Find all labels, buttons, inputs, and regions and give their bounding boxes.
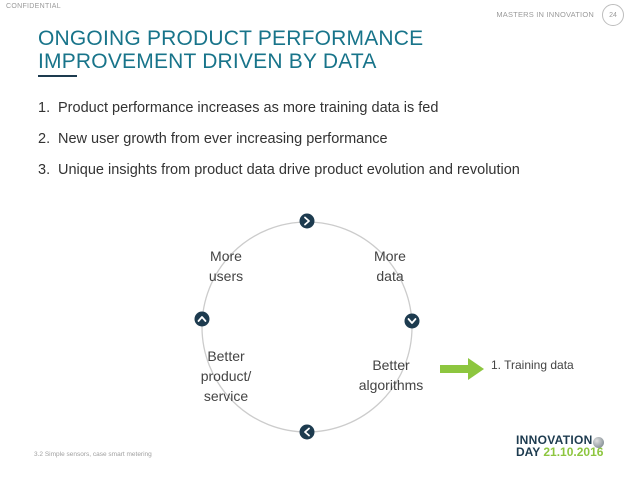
title-line-2: IMPROVEMENT DRIVEN BY DATA bbox=[38, 50, 377, 73]
page-number: 24 bbox=[602, 4, 624, 26]
bullet-list: 1. Product performance increases as more … bbox=[38, 98, 520, 191]
chevron-right-icon bbox=[299, 213, 315, 229]
footnote: 3.2 Simple sensors, case smart metering bbox=[34, 451, 152, 458]
node-line: users bbox=[208, 268, 244, 284]
bullet-text: New user growth from ever increasing per… bbox=[58, 131, 388, 147]
node-line: More bbox=[374, 248, 406, 264]
bullet-item: 1. Product performance increases as more … bbox=[38, 98, 520, 129]
chevron-down-icon bbox=[404, 313, 420, 329]
node-better-algorithms: Better algorithms bbox=[348, 355, 434, 395]
confidential-label: CONFIDENTIAL bbox=[6, 3, 61, 10]
node-line: More bbox=[210, 248, 242, 264]
node-line: Better bbox=[207, 348, 245, 364]
node-line: data bbox=[376, 268, 404, 284]
slide-title: ONGOING PRODUCT PERFORMANCE IMPROVEMENT … bbox=[38, 27, 423, 73]
node-line: product/ bbox=[200, 368, 252, 384]
chevron-left-icon bbox=[299, 424, 315, 440]
node-better-product: Better product/ service bbox=[188, 346, 264, 406]
title-line-1: ONGOING PRODUCT PERFORMANCE bbox=[38, 27, 424, 50]
title-underline bbox=[38, 75, 77, 77]
green-arrow-icon bbox=[440, 358, 484, 380]
node-line: service bbox=[203, 388, 249, 404]
chevron-up-icon bbox=[194, 311, 210, 327]
training-data-label: 1. Training data bbox=[491, 358, 574, 372]
node-more-data: More data bbox=[356, 246, 424, 286]
node-more-users: More users bbox=[192, 246, 260, 286]
node-line: Better bbox=[372, 357, 410, 373]
bullet-text: Unique insights from product data drive … bbox=[58, 162, 520, 178]
bullet-item: 3. Unique insights from product data driv… bbox=[38, 160, 520, 191]
brand-label: MASTERS IN INNOVATION bbox=[496, 10, 594, 19]
logo-globe-icon bbox=[593, 437, 604, 448]
bullet-number: 2. bbox=[38, 131, 51, 147]
logo-line-1: INNOVATION bbox=[516, 433, 593, 447]
logo-line-2: DAY 21.10.2016 bbox=[516, 446, 603, 458]
bullet-item: 2. New user growth from ever increasing p… bbox=[38, 129, 520, 160]
logo-day: DAY bbox=[516, 445, 541, 459]
bullet-number: 3. bbox=[38, 162, 51, 178]
logo-date: 21.10.2016 bbox=[543, 445, 604, 459]
bullet-text: Product performance increases as more tr… bbox=[58, 100, 439, 116]
bullet-number: 1. bbox=[38, 100, 51, 116]
innovation-day-logo: INNOVATION DAY 21.10.2016 bbox=[516, 434, 603, 458]
node-line: algorithms bbox=[358, 377, 424, 393]
